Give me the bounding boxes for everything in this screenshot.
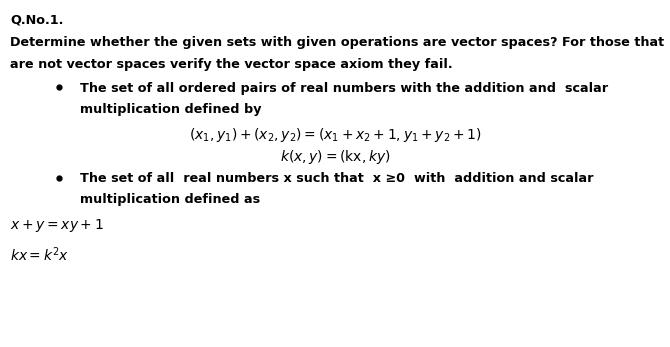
Text: are not vector spaces verify the vector space axiom they fail.: are not vector spaces verify the vector …: [10, 58, 453, 71]
Text: The set of all ordered pairs of real numbers with the addition and  scalar: The set of all ordered pairs of real num…: [80, 82, 608, 94]
Text: Q.No.1.: Q.No.1.: [10, 14, 64, 27]
Text: $(x_1,y_1)+(x_2,y_2)=(x_1+x_2+1,y_1+y_2+1)$: $(x_1,y_1)+(x_2,y_2)=(x_1+x_2+1,y_1+y_2+…: [189, 126, 481, 144]
Text: $kx=k^2x$: $kx=k^2x$: [10, 245, 69, 264]
Text: $x+y=xy+1$: $x+y=xy+1$: [10, 217, 104, 234]
Text: $k(x,y)\mathrm{=(kx,}\mathit{ky}\mathrm{)}$: $k(x,y)\mathrm{=(kx,}\mathit{ky}\mathrm{…: [279, 148, 391, 166]
Text: multiplication defined as: multiplication defined as: [80, 193, 261, 206]
Text: multiplication defined by: multiplication defined by: [80, 103, 262, 116]
Text: The set of all  real numbers x such that  x ≥0  with  addition and scalar: The set of all real numbers x such that …: [80, 172, 594, 185]
Text: Determine whether the given sets with given operations are vector spaces? For th: Determine whether the given sets with gi…: [10, 36, 664, 49]
